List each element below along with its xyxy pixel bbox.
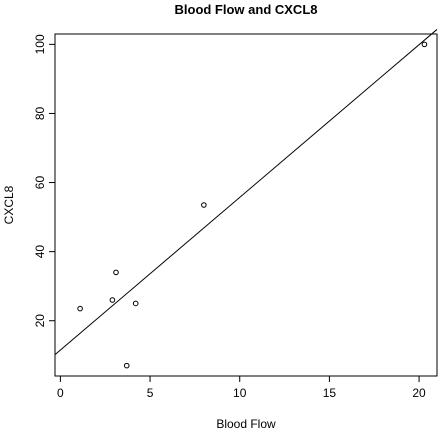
y-tick-label: 40 [33, 245, 47, 259]
y-tick-label: 20 [33, 314, 47, 328]
x-tick-label: 5 [147, 386, 154, 400]
x-axis: 0 5 10 15 20 [57, 376, 426, 400]
x-axis-label: Blood Flow [216, 417, 276, 431]
y-axis-label: CXCL8 [2, 185, 16, 224]
data-point [77, 305, 83, 312]
fit-line [54, 29, 438, 356]
data-point [421, 41, 428, 48]
data-point [109, 297, 116, 303]
x-tick-label: 0 [57, 386, 64, 400]
y-tick-label: 60 [33, 176, 47, 190]
y-axis: 20 40 60 80 100 [33, 34, 55, 327]
x-tick-label: 15 [323, 386, 337, 400]
x-tick-label: 10 [233, 386, 247, 400]
chart-title: Blood Flow and CXCL8 [175, 2, 318, 17]
points-layer [77, 41, 428, 369]
fit-line-layer [54, 29, 438, 356]
data-point [132, 300, 139, 307]
data-point [123, 362, 130, 369]
y-tick-label: 100 [33, 34, 47, 54]
plot-frame [54, 33, 438, 377]
x-tick-label: 20 [412, 386, 426, 400]
y-tick-label: 80 [33, 106, 47, 120]
data-point [201, 202, 207, 208]
data-point [113, 269, 119, 276]
